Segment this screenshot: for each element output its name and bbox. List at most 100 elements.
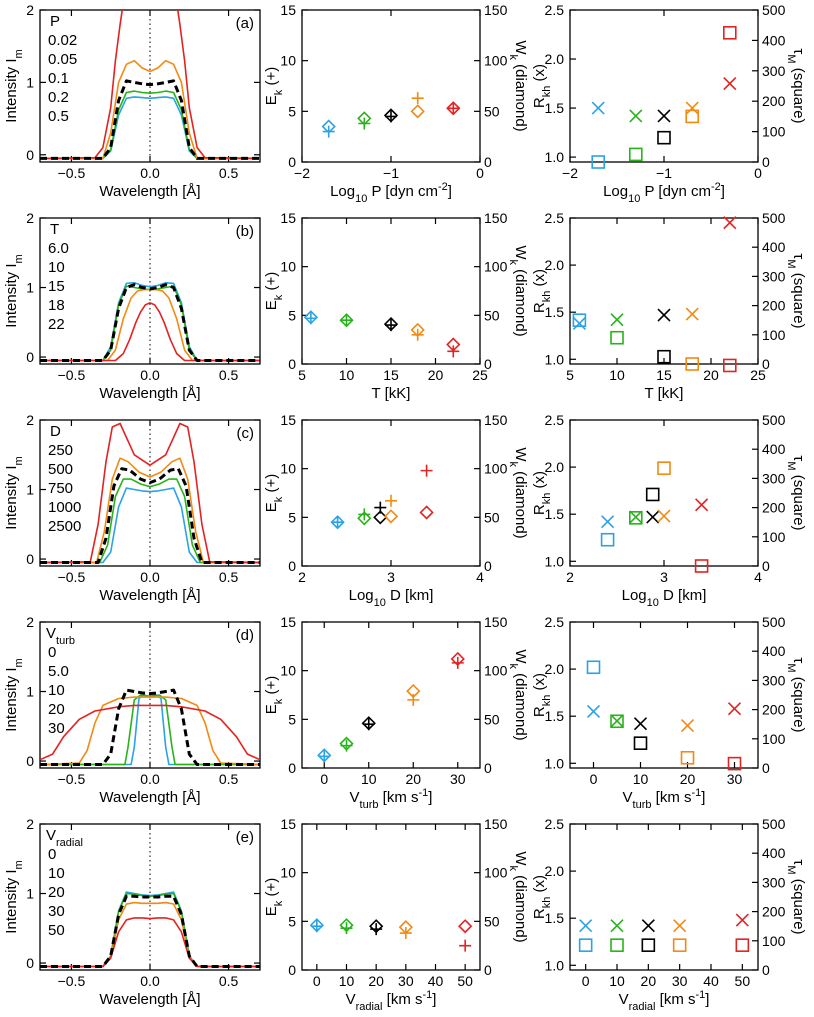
y-tick-label: 2 — [26, 210, 34, 226]
y-tick-label: 2 — [26, 614, 34, 630]
y-tick-label: 1 — [26, 74, 34, 90]
x-tick-label: −0.5 — [58, 165, 86, 181]
y-right-tick-label: 400 — [762, 441, 786, 457]
plus-marker — [451, 656, 464, 669]
plot-frame — [569, 621, 759, 769]
legend-entry-0: 0 — [48, 846, 56, 863]
x-tick-label: −0.5 — [58, 367, 86, 383]
square-marker — [722, 25, 737, 40]
plot-frame — [569, 9, 759, 163]
legend-entry-18: 18 — [48, 297, 65, 314]
y-right-tick-label: 0 — [762, 356, 770, 372]
x-tick-label: −2 — [294, 165, 310, 181]
x-tick-label: 10 — [633, 771, 649, 787]
panel-d-rkh: 0 10 20 30 1.0 1.5 2.0 2.5 0 100 200 300 400 500 τM (s… — [531, 614, 807, 811]
y-tick-label: 1 — [26, 482, 34, 498]
y-right-tick-label: 500 — [762, 614, 786, 630]
y-tick-label: 10 — [280, 865, 296, 881]
y-right-axis-label: τM (square) — [785, 859, 807, 934]
y-axis-label: Intensity Im — [3, 456, 25, 529]
legend-entry-5.0: 5.0 — [48, 663, 69, 680]
square-marker — [628, 511, 643, 525]
plus-marker — [340, 739, 353, 752]
y-tick-label: 10 — [280, 663, 296, 679]
y-right-tick-label: 150 — [484, 412, 508, 428]
plot-frame — [569, 217, 759, 365]
y-tick-label: 15 — [280, 2, 296, 18]
legend-entry-250: 250 — [48, 442, 73, 459]
x-tick-label: 0 — [320, 771, 328, 787]
y-right-axis-label: Wk (diamond) — [507, 447, 529, 538]
y-right-axis-label: τM (square) — [785, 657, 807, 732]
square-marker — [600, 532, 615, 547]
y-right-tick-label: 0 — [484, 962, 492, 978]
y-right-tick-label: 0 — [762, 962, 770, 978]
plus-marker — [340, 314, 353, 327]
y-right-tick-label: 100 — [484, 259, 508, 275]
plus-marker — [358, 117, 371, 130]
x-tick-label: −1 — [383, 165, 399, 181]
y-axis-label: Intensity Im — [3, 254, 25, 327]
panel-tag: (b) — [236, 223, 254, 240]
x-tick-label: 0.0 — [140, 973, 160, 989]
legend-entry-0.1: 0.1 — [48, 70, 69, 87]
x-tick-label: 0.5 — [219, 973, 239, 989]
cross-marker — [641, 919, 655, 933]
legend-entry-0: 0 — [48, 644, 56, 661]
cross-marker — [601, 515, 615, 529]
x-tick-label: 0.0 — [140, 367, 160, 383]
cross-marker — [723, 216, 737, 230]
y-right-axis-label: Wk (diamond) — [507, 245, 529, 336]
square-marker — [610, 938, 624, 952]
profile-line-22 — [40, 302, 260, 362]
y-right-tick-label: 400 — [762, 643, 786, 659]
y-tick-label: 0 — [288, 962, 296, 978]
profile-line-20 — [40, 696, 260, 766]
cross-marker — [657, 308, 671, 322]
legend-entry-1000: 1000 — [48, 499, 81, 516]
y-tick-label: 15 — [280, 614, 296, 630]
cross-marker — [657, 509, 671, 523]
y-tick-label: 10 — [280, 461, 296, 477]
cross-marker — [685, 101, 699, 115]
x-tick-label: 5 — [298, 367, 306, 383]
profile-line-20 — [40, 894, 260, 968]
profile-line-30 — [40, 901, 260, 968]
square-marker — [645, 487, 660, 502]
y-right-tick-label: 300 — [762, 470, 786, 486]
y-tick-label: 2 — [26, 816, 34, 832]
panel-b-profiles: −0.5 0.0 0.5 0 1 2 Wavelength [Å] Intensity Im (… — [3, 210, 261, 402]
x-tick-label: 0.5 — [219, 771, 239, 787]
y-right-tick-label: 50 — [484, 103, 500, 119]
legend-title: T — [50, 221, 59, 238]
plot-frame — [301, 823, 481, 971]
y-right-tick-label: 100 — [762, 933, 786, 949]
diamond-marker — [373, 510, 388, 525]
cross-marker — [735, 913, 749, 927]
panel-a-rkh: −2 −1 0 1.0 1.5 2.0 2.5 0 100 200 300 400 500 τM (squ… — [531, 2, 807, 205]
square-marker — [694, 559, 709, 573]
plus-marker — [340, 922, 353, 935]
y-axis-label: Intensity Im — [3, 658, 25, 731]
y-tick-label: 1 — [26, 886, 34, 902]
diamond-marker — [357, 511, 372, 526]
y-right-tick-label: 500 — [762, 210, 786, 226]
legend-title: P — [50, 13, 60, 30]
square-marker — [657, 461, 671, 475]
x-tick-label: 30 — [398, 973, 414, 989]
plus-marker — [304, 312, 317, 325]
y-tick-label: 5 — [288, 509, 296, 525]
x-tick-label: 0.5 — [219, 569, 239, 585]
profile-line-15 — [40, 283, 260, 362]
x-tick-label: 0.0 — [140, 165, 160, 181]
y-axis-label: Ek (+) — [263, 67, 285, 105]
x-tick-label: 30 — [727, 771, 743, 787]
y-tick-label: 2.0 — [545, 863, 565, 879]
y-axis-label: Intensity Im — [3, 860, 25, 933]
y-right-tick-label: 400 — [762, 32, 786, 48]
y-right-tick-label: 200 — [762, 298, 786, 314]
y-tick-label: 1.0 — [545, 957, 565, 973]
square-marker — [586, 660, 601, 675]
